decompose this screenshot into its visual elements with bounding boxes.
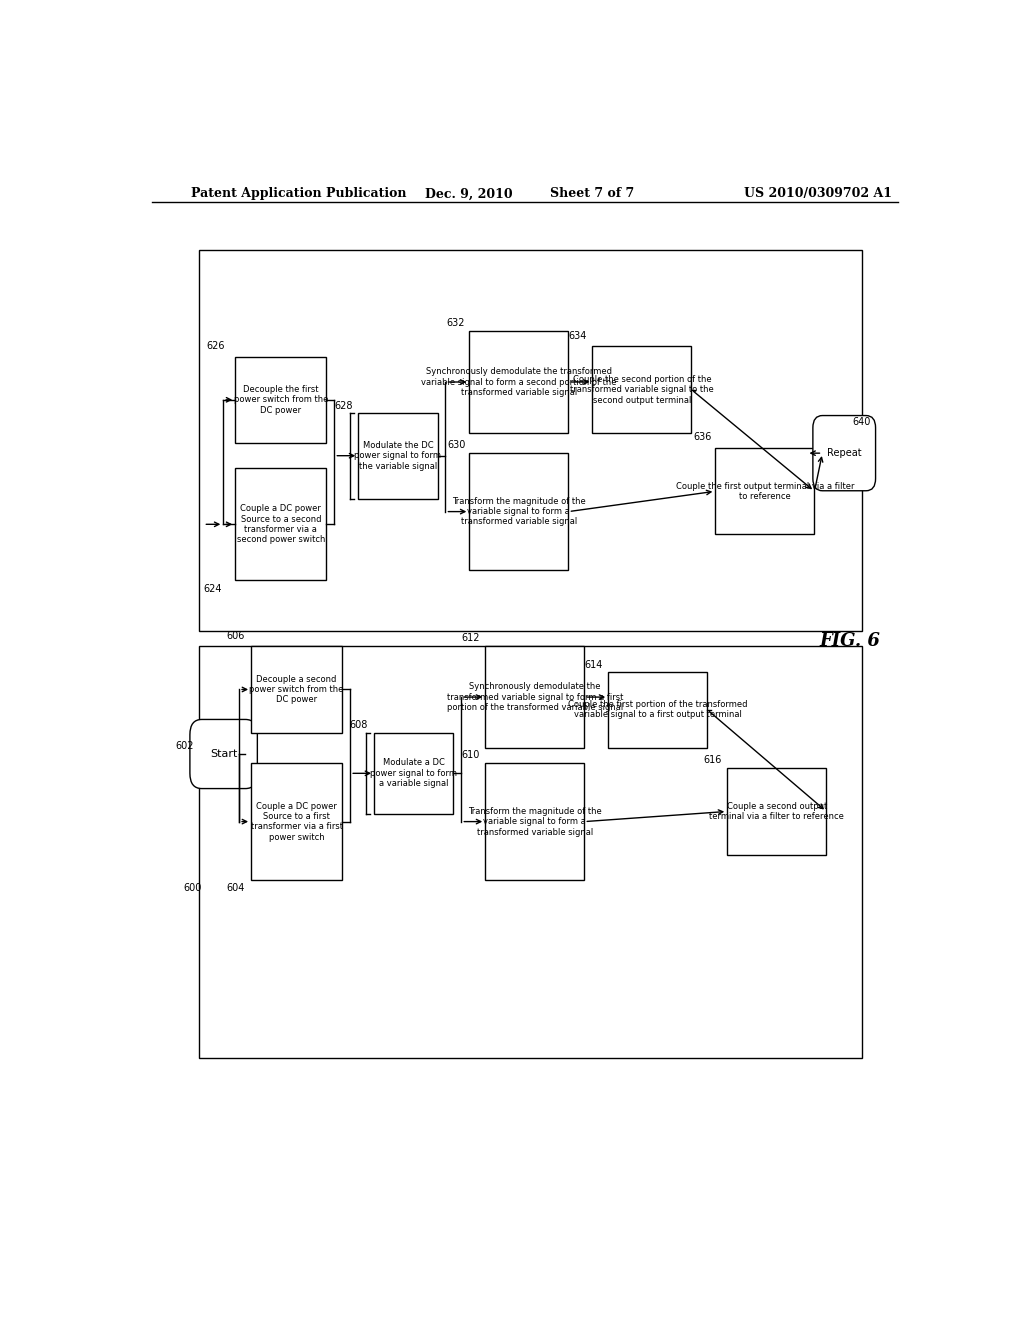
Bar — [374, 733, 454, 814]
Bar — [608, 672, 708, 748]
Text: Synchronously demodulate the transformed
variable signal to form a second portio: Synchronously demodulate the transformed… — [421, 367, 616, 397]
Text: 610: 610 — [461, 750, 479, 760]
Text: 614: 614 — [585, 660, 602, 669]
Bar — [251, 647, 342, 733]
Text: 600: 600 — [183, 883, 202, 894]
Text: Transform the magnitude of the
variable signal to form a
transformed variable si: Transform the magnitude of the variable … — [468, 807, 601, 837]
Text: 606: 606 — [226, 631, 245, 642]
Text: Transform the magnitude of the
variable signal to form a
transformed variable si: Transform the magnitude of the variable … — [452, 496, 586, 527]
Text: Couple a second output
terminal via a filter to reference: Couple a second output terminal via a fi… — [710, 801, 844, 821]
Bar — [592, 346, 691, 433]
Bar — [251, 763, 342, 880]
Bar — [485, 763, 585, 880]
Text: 624: 624 — [203, 585, 221, 594]
FancyBboxPatch shape — [189, 719, 257, 788]
Text: Couple the first portion of the transformed
variable signal to a first output te: Couple the first portion of the transfor… — [568, 700, 748, 719]
Bar — [236, 356, 327, 444]
Bar — [236, 469, 327, 581]
Text: Couple a DC power
Source to a first
transformer via a first
power switch: Couple a DC power Source to a first tran… — [251, 801, 343, 842]
Text: 634: 634 — [568, 331, 587, 342]
Text: 612: 612 — [461, 634, 479, 643]
Text: Start: Start — [210, 748, 238, 759]
Text: Decouple a second
power switch from the
DC power: Decouple a second power switch from the … — [250, 675, 344, 705]
Text: 636: 636 — [693, 432, 712, 442]
Bar — [358, 412, 437, 499]
Text: 628: 628 — [334, 401, 352, 412]
Text: Couple the second portion of the
transformed variable signal to the
second outpu: Couple the second portion of the transfo… — [570, 375, 714, 404]
Bar — [200, 249, 862, 631]
Text: Repeat: Repeat — [827, 449, 861, 458]
Bar — [485, 647, 585, 748]
Text: Modulate the DC
power signal to form
the variable signal: Modulate the DC power signal to form the… — [354, 441, 441, 471]
Text: 616: 616 — [703, 755, 722, 766]
Text: 608: 608 — [349, 719, 368, 730]
Text: Dec. 9, 2010: Dec. 9, 2010 — [425, 187, 513, 201]
Text: Couple a DC power
Source to a second
transformer via a
second power switch: Couple a DC power Source to a second tra… — [237, 504, 325, 544]
Text: Couple the first output terminal via a filter
to reference: Couple the first output terminal via a f… — [676, 482, 854, 502]
Text: US 2010/0309702 A1: US 2010/0309702 A1 — [744, 187, 893, 201]
Text: Patent Application Publication: Patent Application Publication — [191, 187, 407, 201]
Bar — [200, 647, 862, 1057]
Text: 602: 602 — [175, 741, 194, 751]
Text: 626: 626 — [206, 342, 225, 351]
Text: 604: 604 — [226, 883, 245, 894]
Text: Decouple the first
power switch from the
DC power: Decouple the first power switch from the… — [233, 385, 328, 414]
FancyBboxPatch shape — [813, 416, 876, 491]
Text: 640: 640 — [852, 417, 870, 426]
Bar — [715, 447, 814, 535]
Text: Sheet 7 of 7: Sheet 7 of 7 — [550, 187, 635, 201]
Text: 630: 630 — [446, 440, 465, 450]
Text: FIG. 6: FIG. 6 — [820, 632, 881, 651]
Bar — [469, 453, 568, 570]
Bar — [727, 768, 826, 854]
Bar — [469, 331, 568, 433]
Text: Synchronously demodulate the
transformed variable signal to form a first
portion: Synchronously demodulate the transformed… — [446, 682, 623, 711]
Text: Modulate a DC
power signal to form
a variable signal: Modulate a DC power signal to form a var… — [371, 759, 457, 788]
Text: 632: 632 — [446, 318, 465, 329]
